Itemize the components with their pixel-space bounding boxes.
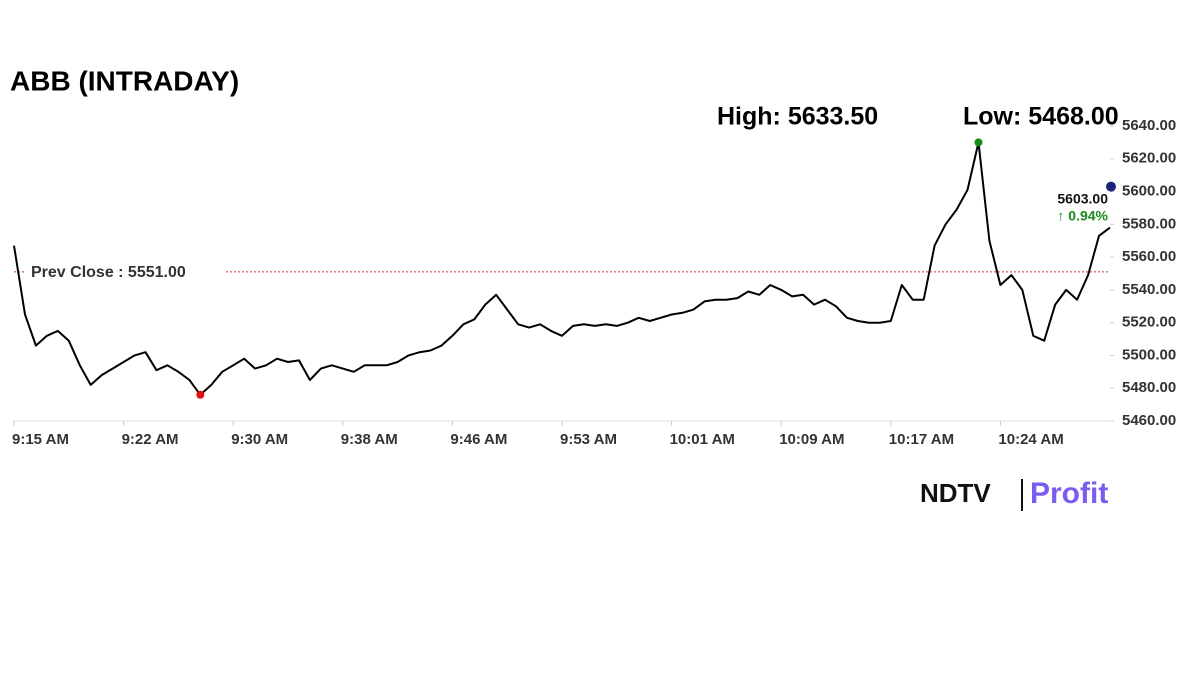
low-marker	[196, 390, 205, 399]
prev-close-label-bg	[24, 259, 224, 282]
x-tick-label: 10:24 AM	[998, 431, 1063, 448]
x-tick-label: 9:38 AM	[341, 431, 398, 448]
y-tick-label: 5620.00	[1122, 150, 1176, 167]
high-label: High: 5633.50	[717, 103, 878, 131]
y-tick-label: 5640.00	[1122, 117, 1176, 134]
y-tick-label: 5460.00	[1122, 412, 1176, 429]
logo-ndtv: NDTV	[920, 478, 991, 508]
x-tick-label: 9:22 AM	[122, 431, 179, 448]
x-tick-label: 9:53 AM	[560, 431, 617, 448]
x-tick-label: 10:01 AM	[670, 431, 735, 448]
x-tick-label: 10:17 AM	[889, 431, 954, 448]
y-tick-label: 5540.00	[1122, 281, 1176, 298]
last-price: 5603.00	[1057, 190, 1108, 206]
chart-title: ABB (INTRADAY)	[10, 65, 239, 96]
logo-profit: Profit	[1030, 477, 1108, 510]
low-label: Low: 5468.00	[963, 103, 1119, 131]
y-tick-label: 5560.00	[1122, 248, 1176, 265]
x-tick-label: 9:15 AM	[12, 431, 69, 448]
y-tick-label: 5580.00	[1122, 215, 1176, 232]
prev-close-label: Prev Close : 5551.00	[31, 264, 186, 281]
y-tick-label: 5480.00	[1122, 379, 1176, 396]
price-line	[13, 141, 1111, 396]
y-tick-label: 5600.00	[1122, 183, 1176, 200]
high-marker	[974, 138, 983, 147]
logo: NDTV Profit	[920, 477, 1108, 511]
y-tick-label: 5520.00	[1122, 314, 1176, 331]
last-change: ↑ 0.94%	[1057, 207, 1108, 223]
x-tick-label: 9:30 AM	[231, 431, 288, 448]
y-tick-label: 5500.00	[1122, 346, 1176, 363]
x-tick-label: 9:46 AM	[450, 431, 507, 448]
last-marker	[1106, 181, 1116, 192]
x-tick-label: 10:09 AM	[779, 431, 844, 448]
